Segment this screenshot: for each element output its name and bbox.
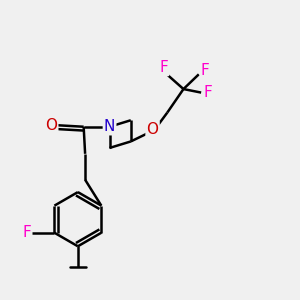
Text: O: O xyxy=(45,118,57,133)
Text: N: N xyxy=(104,119,115,134)
Text: F: F xyxy=(203,85,212,100)
Text: O: O xyxy=(147,122,159,136)
Text: F: F xyxy=(159,60,168,75)
Text: F: F xyxy=(201,63,210,78)
Text: F: F xyxy=(22,225,31,240)
